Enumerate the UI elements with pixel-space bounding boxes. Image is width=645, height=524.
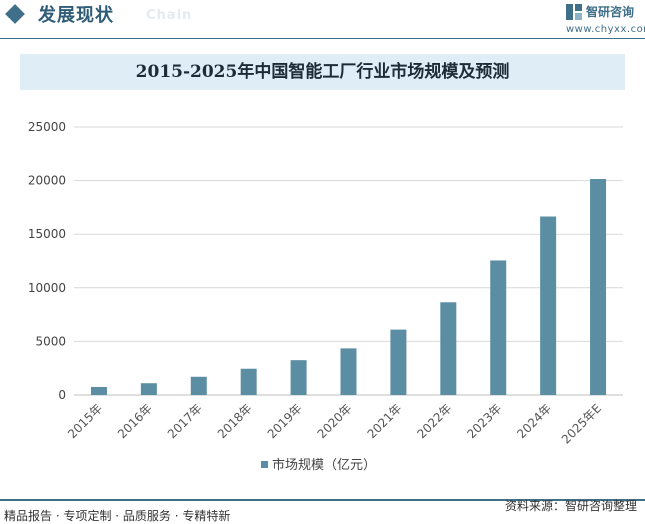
bar	[540, 216, 557, 395]
source-note: 资料来源：智研咨询整理	[504, 499, 637, 513]
bar	[190, 376, 207, 395]
x-tick-label: 2015年	[65, 401, 105, 441]
x-tick-label: 2016年	[115, 401, 155, 441]
bar	[490, 260, 507, 395]
section-title: 发展现状	[38, 5, 114, 26]
x-tick-label: 2020年	[315, 401, 355, 441]
brand-logo-icon	[566, 4, 582, 20]
y-tick-label: 5000	[35, 334, 66, 348]
y-tick-label: 25000	[28, 120, 66, 134]
header-divider	[0, 38, 645, 39]
bar	[140, 383, 157, 395]
bar	[440, 302, 457, 395]
x-tick-label: 2019年	[265, 401, 305, 441]
x-tick-label: 2017年	[165, 401, 205, 441]
bar	[590, 178, 607, 395]
brand-name: 智研咨询	[586, 5, 635, 19]
legend-swatch	[261, 461, 268, 468]
bar	[390, 329, 407, 395]
x-tick-label: 2023年	[464, 401, 504, 441]
bar	[240, 368, 257, 395]
x-tick-label: 2025年E	[559, 401, 604, 446]
page-header: 发展现状 Chain 智研咨询 www.chyxx.com	[0, 0, 645, 35]
section-subtitle: Chain	[146, 8, 193, 23]
bar	[90, 386, 107, 395]
bar	[290, 360, 307, 395]
y-tick-label: 20000	[28, 174, 66, 188]
title-band	[20, 54, 625, 90]
x-tick-label: 2024年	[514, 401, 554, 441]
chart-title: 2015-2025年中国智能工厂行业市场规模及预测	[135, 62, 510, 82]
y-tick-label: 10000	[28, 281, 66, 295]
legend-label: 市场规模（亿元）	[272, 457, 376, 473]
y-tick-label: 0	[58, 388, 66, 402]
y-tick-label: 15000	[28, 227, 66, 241]
x-tick-label: 2018年	[215, 401, 255, 441]
brand-url: www.chyxx.com	[566, 24, 645, 35]
footer-tags: 精品报告 · 专项定制 · 品质服务 · 专精特新	[4, 509, 231, 523]
footer-divider	[0, 499, 645, 501]
x-tick-label: 2021年	[365, 401, 405, 441]
bar	[340, 348, 357, 395]
x-tick-label: 2022年	[414, 401, 454, 441]
